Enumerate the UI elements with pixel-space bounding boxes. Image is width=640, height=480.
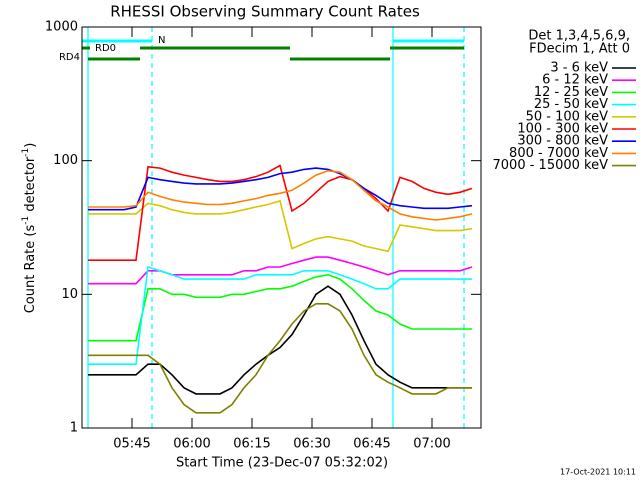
flag-label: RD4 — [59, 52, 80, 63]
chart-title: RHESSI Observing Summary Count Rates — [110, 3, 420, 21]
legend-label: 7000 - 15000 keV — [493, 158, 609, 173]
series-line — [88, 303, 472, 414]
series-line — [88, 256, 473, 285]
legend-label: 6 - 12 keV — [542, 73, 608, 88]
series-line — [88, 285, 472, 395]
legend-label: 100 - 300 keV — [517, 122, 608, 137]
legend-label: 300 - 800 keV — [517, 134, 608, 149]
x-tick-label: 06:00 — [173, 437, 210, 452]
x-tick-label: 05:45 — [113, 437, 150, 452]
y-label-part: Count Rate (s — [23, 225, 38, 314]
series-line — [88, 273, 472, 342]
series-line — [88, 164, 473, 261]
y-label-part: detector — [23, 156, 38, 216]
series-line — [88, 169, 473, 221]
y-tick-label: 1 — [70, 421, 78, 436]
date-stamp: 17-Oct-2021 10:11 — [560, 468, 636, 477]
legend-label: 800 - 7000 keV — [509, 146, 608, 161]
x-axis-label: Start Time (23-Dec-07 05:32:02) — [176, 456, 388, 471]
x-tick-label: 06:15 — [233, 437, 270, 452]
x-tick-label: 07:00 — [413, 437, 450, 452]
legend-label: 3 - 6 keV — [550, 61, 608, 76]
y-label-part: ) — [23, 143, 38, 148]
y-label-sup: -1 — [21, 148, 31, 157]
series-line — [88, 265, 472, 365]
legend-label: 25 - 50 keV — [534, 97, 608, 112]
legend-label: 12 - 25 keV — [534, 85, 608, 100]
y-label-sup: -1 — [21, 216, 31, 225]
y-tick-label: 1000 — [45, 20, 78, 35]
x-tick-label: 06:30 — [293, 437, 330, 452]
legend-header: Det 1,3,4,5,6,9, — [528, 29, 630, 44]
y-axis-label: Count Rate (s-1 detector-1) — [21, 143, 38, 314]
series-line — [88, 167, 473, 211]
legend-header: FDecim 1, Att 0 — [529, 42, 630, 57]
plot-frame — [81, 26, 482, 429]
series-line — [88, 199, 473, 253]
flag-label: RD0 — [95, 43, 116, 54]
y-tick-label: 10 — [61, 287, 78, 302]
y-tick-label: 100 — [53, 153, 78, 168]
legend-label: 50 - 100 keV — [526, 109, 609, 124]
flag-label: N — [158, 35, 165, 46]
x-tick-label: 06:45 — [353, 437, 390, 452]
